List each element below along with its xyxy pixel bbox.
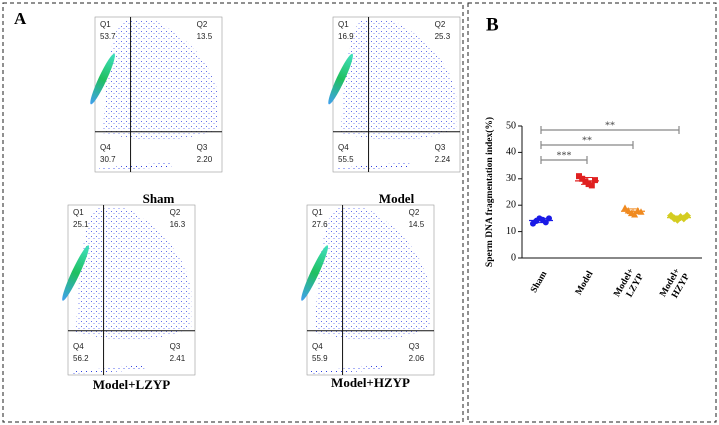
quadrant-value: 25.3: [435, 32, 451, 41]
point: [621, 204, 629, 211]
quadrant-name: Q3: [435, 143, 446, 152]
quadrant-name: Q2: [409, 208, 420, 217]
y-tick-label: 50: [506, 120, 516, 131]
y-tick-label: 0: [511, 252, 516, 263]
point: [588, 182, 595, 189]
significance-bracket: [540, 126, 680, 134]
quadrant-value: 2.06: [409, 354, 425, 363]
x-tick-label: Sham: [529, 270, 549, 295]
quadrant-name: Q4: [73, 342, 84, 351]
quadrant-value: 14.5: [409, 220, 425, 229]
point: [546, 215, 552, 222]
event-streak: [90, 53, 115, 105]
significance-label: **: [605, 120, 615, 131]
panel-label: B: [486, 14, 499, 35]
quadrant-name: Q1: [100, 20, 111, 29]
quadrant-value: 25.1: [73, 220, 89, 229]
quadrant-name: Q3: [170, 342, 181, 351]
quadrant-name: Q3: [409, 342, 420, 351]
significance-label: ***: [557, 150, 572, 161]
error-bar: [581, 176, 593, 185]
quadrant-value: 16.3: [170, 220, 186, 229]
quadrant-value: 27.6: [312, 220, 328, 229]
quadrant-name: Q2: [197, 20, 208, 29]
plot-title: Model+HZYP: [331, 375, 410, 390]
plot-title: Model: [379, 191, 415, 206]
quadrant-value: 13.5: [197, 32, 213, 41]
event-band: [99, 162, 172, 171]
event-cloud: [341, 19, 457, 140]
plot-title: Model+LZYP: [93, 377, 171, 392]
quadrant-name: Q3: [197, 143, 208, 152]
x-tick-label: Model: [574, 269, 596, 297]
plot-title: Sham: [143, 191, 175, 206]
y-tick-label: 30: [506, 173, 516, 184]
event-band: [337, 162, 410, 171]
event-streak: [328, 53, 353, 105]
quadrant-value: 56.2: [73, 354, 89, 363]
error-bar: [627, 208, 639, 215]
point: [592, 177, 598, 184]
quadrant-name: Q2: [435, 20, 446, 29]
event-band: [72, 365, 145, 374]
quadrant-name: Q1: [338, 20, 349, 29]
point: [579, 175, 586, 182]
y-tick-label: 20: [506, 199, 516, 210]
significance-label: **: [582, 135, 592, 146]
y-tick-label: 40: [506, 147, 516, 158]
event-cloud: [315, 207, 431, 340]
quadrant-name: Q2: [170, 208, 181, 217]
event-cloud: [103, 19, 219, 140]
y-axis-label: Sperm DNA fragmentation index(%): [484, 117, 495, 267]
significance-bracket: [540, 141, 634, 149]
panel-frame: [467, 2, 717, 423]
quadrant-value: 2.41: [170, 354, 186, 363]
error-bar: [673, 215, 685, 220]
quadrant-name: Q4: [312, 342, 323, 351]
quadrant-name: Q1: [312, 208, 323, 217]
x-tick-label: Model+LZYP: [612, 267, 646, 305]
event-cloud: [76, 207, 192, 340]
quadrant-value: 16.9: [338, 32, 354, 41]
point: [576, 173, 582, 180]
quadrant-value: 30.7: [100, 155, 116, 164]
quadrant-name: Q4: [338, 143, 349, 152]
event-band: [311, 365, 384, 374]
quadrant-value: 53.7: [100, 32, 116, 41]
panel-frame: [2, 2, 464, 423]
panel-label: A: [14, 9, 27, 28]
point: [631, 210, 639, 218]
quadrant-value: 55.9: [312, 354, 328, 363]
quadrant-value: 2.24: [435, 155, 451, 164]
event-streak: [62, 245, 90, 301]
quadrant-name: Q4: [100, 143, 111, 152]
significance-bracket: [540, 156, 588, 164]
error-bar: [535, 217, 547, 224]
event-streak: [301, 245, 329, 301]
quadrant-value: 55.5: [338, 155, 354, 164]
quadrant-name: Q1: [73, 208, 84, 217]
x-tick-label: Model+HZYP: [658, 267, 692, 305]
y-tick-label: 10: [506, 226, 516, 237]
quadrant-value: 2.20: [197, 155, 213, 164]
